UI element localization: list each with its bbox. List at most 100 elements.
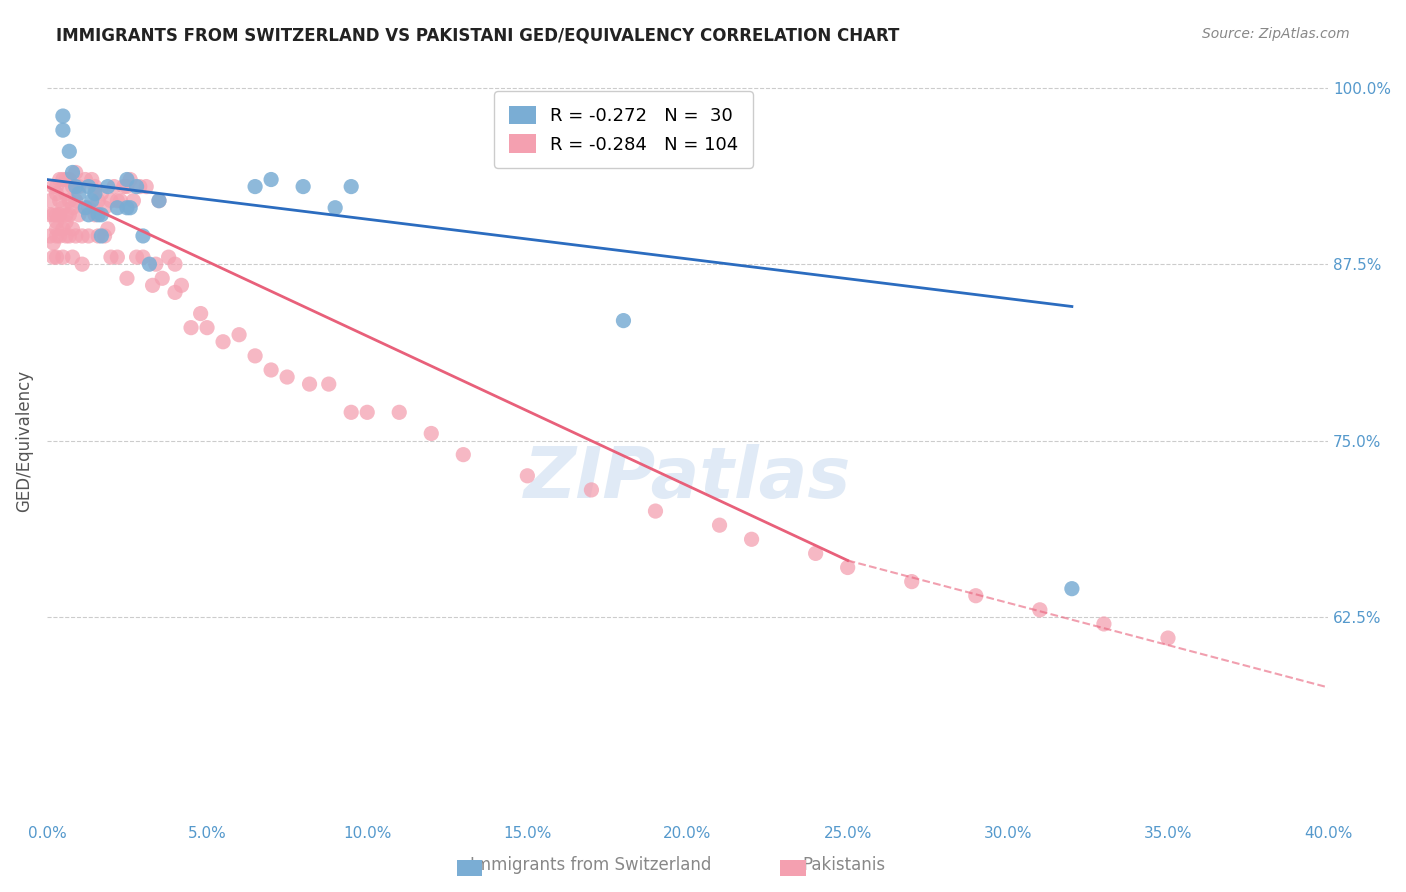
Point [190,307,212,321]
Point [48,229,70,244]
Point [103,179,125,194]
Point [39,194,62,208]
Legend: R = -0.272   N =  30, R = -0.284   N = 104: R = -0.272 N = 30, R = -0.284 N = 104 [494,92,752,168]
Point [122,194,145,208]
Point [70,229,93,244]
Point [55,186,77,201]
Point [120,172,142,186]
Point [148,194,170,208]
Point [837,560,859,574]
Point [453,448,475,462]
Point [112,179,135,194]
Point [65,194,87,208]
Point [110,194,132,208]
Point [58,172,80,186]
Point [142,278,165,293]
Point [45,250,67,264]
Point [163,257,186,271]
Point [45,222,67,236]
Point [260,172,283,186]
Point [340,179,363,194]
Point [77,179,100,194]
Point [80,172,103,186]
Point [42,179,65,194]
Point [62,201,84,215]
Point [52,222,75,236]
Point [115,179,138,194]
Point [75,172,97,186]
Point [276,370,298,384]
Point [145,257,167,271]
Point [87,208,110,222]
Point [58,229,80,244]
Point [115,271,138,285]
Point [420,426,443,441]
Point [1157,631,1180,645]
Point [965,589,987,603]
Point [1060,582,1083,596]
Point [58,194,80,208]
Point [55,229,77,244]
Point [62,179,84,194]
Point [90,208,112,222]
Point [228,327,250,342]
Point [212,334,235,349]
Point [115,201,138,215]
Point [52,201,75,215]
Point [105,201,128,215]
Point [170,278,193,293]
Point [128,179,150,194]
Text: IMMIGRANTS FROM SWITZERLAND VS PAKISTANI GED/EQUIVALENCY CORRELATION CHART: IMMIGRANTS FROM SWITZERLAND VS PAKISTANI… [56,27,900,45]
Point [67,208,90,222]
Point [67,179,90,194]
Text: ZIPatlas: ZIPatlas [524,444,851,513]
Point [388,405,411,419]
Point [45,179,67,194]
Point [138,257,160,271]
Point [45,215,67,229]
Point [77,201,100,215]
Point [42,208,65,222]
Point [100,194,122,208]
Point [55,215,77,229]
Point [132,250,155,264]
Point [1092,616,1115,631]
Point [67,186,90,201]
Point [93,201,115,215]
Point [195,320,218,334]
Point [93,229,115,244]
Point [80,194,103,208]
Point [55,208,77,222]
Point [581,483,603,497]
Point [55,172,77,186]
Text: Source: ZipAtlas.com: Source: ZipAtlas.com [1202,27,1350,41]
Point [45,229,67,244]
Point [125,250,148,264]
Point [48,172,70,186]
Point [52,172,75,186]
Point [48,208,70,222]
Point [62,250,84,264]
Point [105,194,128,208]
Point [65,229,87,244]
Point [356,405,378,419]
Point [318,377,340,392]
Point [709,518,731,533]
Point [157,250,180,264]
Point [48,194,70,208]
Point [70,257,93,271]
Point [804,546,827,560]
Point [1029,603,1052,617]
Point [84,179,107,194]
Point [243,349,266,363]
Point [97,222,120,236]
Point [75,201,97,215]
Point [323,201,346,215]
Point [125,179,148,194]
Point [39,229,62,244]
Point [87,229,110,244]
Point [97,179,120,194]
Point [65,179,87,194]
Point [516,468,538,483]
Point [52,123,75,137]
